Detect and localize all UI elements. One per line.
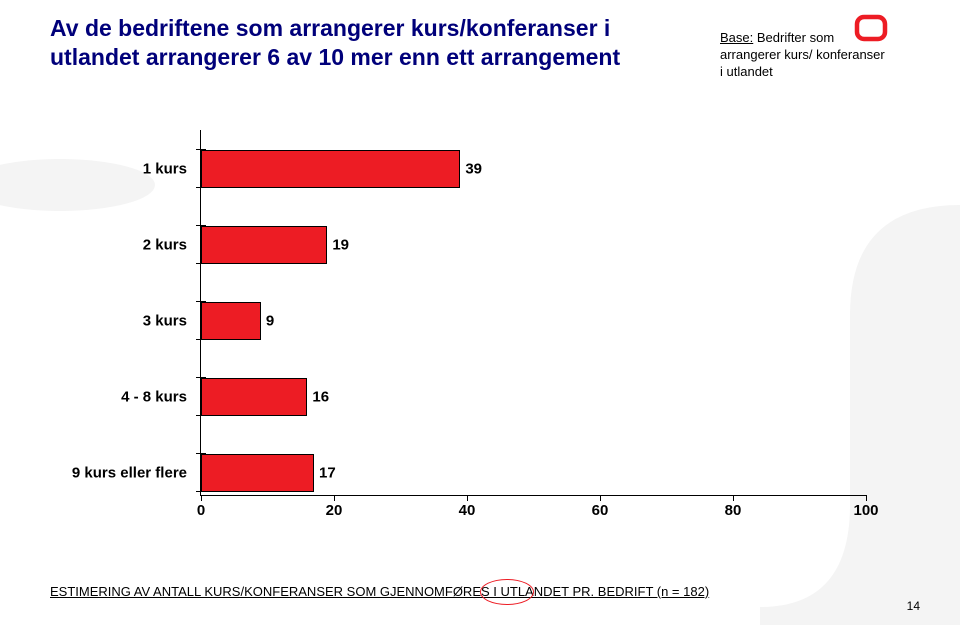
bar-value-label: 9 [266,313,274,330]
xtick-label: 100 [853,502,878,519]
base-note-underlined: Base: [720,30,753,45]
bar: 39 [201,150,460,188]
slide-title: Av de bedriftene som arrangerer kurs/kon… [50,14,660,72]
bar-category-label: 3 kurs [57,313,187,330]
xtick [866,495,867,501]
bar-row: 1 kurs39 [201,150,866,188]
bar-category-label: 2 kurs [57,237,187,254]
bar-category-label: 4 - 8 kurs [57,389,187,406]
bar: 17 [201,454,314,492]
base-note: Base: Bedrifter som arrangerer kurs/ kon… [720,30,890,81]
bar-row: 4 - 8 kurs16 [201,378,866,416]
bar-row: 3 kurs9 [201,302,866,340]
xtick [201,495,202,501]
bar-chart: 1 kurs392 kurs193 kurs94 - 8 kurs169 kur… [55,130,865,530]
bar-value-label: 39 [465,161,482,178]
bar: 19 [201,226,327,264]
footer-caption: ESTIMERING AV ANTALL KURS/KONFERANSER SO… [50,584,709,599]
bar-category-label: 1 kurs [57,161,187,178]
xtick-label: 20 [326,502,343,519]
slide: Av de bedriftene som arrangerer kurs/kon… [0,0,960,625]
xtick [334,495,335,501]
bar-row: 9 kurs eller flere17 [201,454,866,492]
page-number: 14 [907,599,920,613]
xtick [467,495,468,501]
bar: 16 [201,378,307,416]
bar-category-label: 9 kurs eller flere [57,465,187,482]
xtick [733,495,734,501]
bar: 9 [201,302,261,340]
xtick [600,495,601,501]
xtick-label: 60 [592,502,609,519]
bar-value-label: 17 [319,465,336,482]
bar-value-label: 19 [332,237,349,254]
xtick-label: 40 [459,502,476,519]
bar-value-label: 16 [312,389,329,406]
xtick-label: 80 [725,502,742,519]
chart-plot-area: 1 kurs39 2 kurs19 3 kurs9 4 - 8 kurs16 9 kur… [200,130,866,496]
bar-row: 2 kurs19 [201,226,866,264]
xtick-label: 0 [197,502,205,519]
